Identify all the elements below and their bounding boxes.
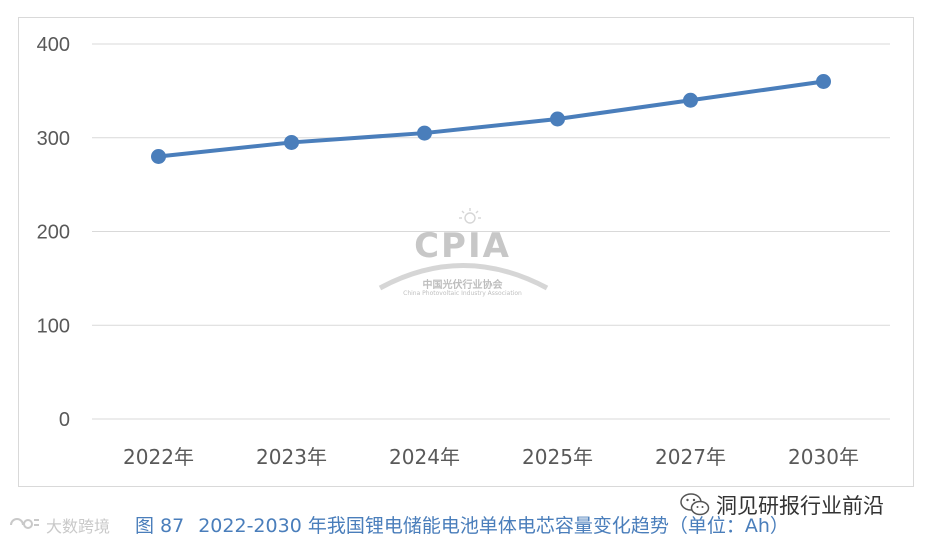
- data-point: [417, 125, 432, 141]
- figure-caption: 图 87 2022-2030 年我国锂电储能电池单体电芯容量变化趋势（单位：Ah）: [135, 511, 789, 538]
- data-point: [284, 134, 299, 150]
- left-watermark-text: 大数跨境: [46, 517, 111, 536]
- y-tick-label: 400: [37, 34, 70, 56]
- chart-frame: [18, 17, 914, 487]
- cpia-english-name: China Photovoltaic Industry Association: [403, 290, 522, 297]
- x-tick-label: 2022年: [123, 445, 194, 469]
- wechat-account: 洞见研报行业前沿: [680, 490, 884, 520]
- figure-caption-text: 2022-2030 年我国锂电储能电池单体电芯容量变化趋势（单位：Ah）: [198, 515, 789, 537]
- data-point: [816, 74, 831, 89]
- data-point: [151, 149, 166, 164]
- data-point: [683, 92, 698, 108]
- cpia-chinese-name: 中国光伏行业协会: [422, 280, 503, 291]
- left-watermark: 大数跨境: [8, 513, 110, 537]
- cpia-sun-icon: [378, 208, 549, 291]
- wechat-icon: [680, 493, 710, 516]
- y-tick-label: 300: [37, 128, 70, 150]
- series-line: [156, 79, 826, 159]
- y-tick-label: 200: [37, 222, 70, 244]
- y-tick-label: 0: [59, 409, 70, 431]
- x-tick-label: 2023年: [256, 445, 327, 469]
- data-point: [550, 111, 565, 127]
- figure-number: 图 87: [135, 515, 185, 537]
- cpia-logo-text: CPIA: [414, 226, 511, 266]
- watermark-logo-icon: [10, 518, 39, 529]
- wechat-account-name: 洞见研报行业前沿: [716, 494, 884, 518]
- y-tick-label: 100: [37, 315, 70, 337]
- x-tick-label: 2027年: [655, 445, 726, 469]
- x-tick-label: 2025年: [522, 445, 593, 469]
- cpia-watermark: CPIA 中国光伏行业协会 China Photovoltaic Industr…: [375, 208, 550, 300]
- x-tick-label: 2024年: [389, 445, 460, 469]
- x-tick-label: 2030年: [788, 445, 859, 469]
